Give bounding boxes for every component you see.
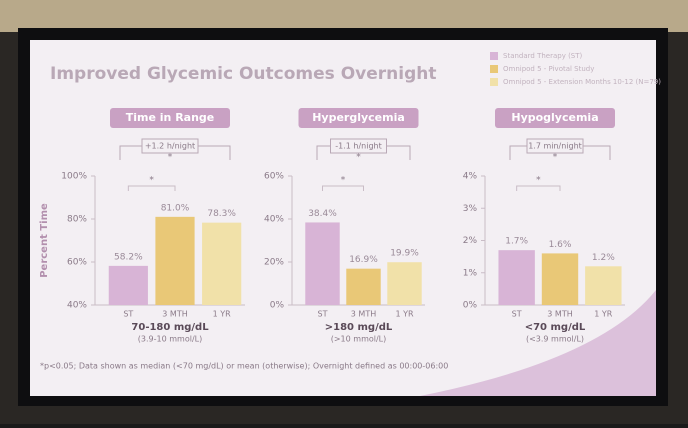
chart-title: Time in Range — [126, 111, 215, 124]
annotation-significance: * — [168, 153, 173, 163]
y-tick-label: 2% — [463, 236, 478, 246]
x-tick-label: 1 YR — [594, 310, 613, 319]
slide-title: Improved Glycemic Outcomes Overnight — [50, 64, 436, 84]
annotation-box — [141, 138, 199, 154]
bar — [387, 262, 422, 305]
value-label: 1.2% — [592, 253, 615, 263]
annotation: -1.1 h/night — [335, 142, 382, 151]
y-axis-label: Percent Time — [39, 203, 50, 278]
chart-header — [495, 108, 615, 128]
y-tick-label: 3% — [463, 204, 478, 214]
bar — [155, 216, 195, 305]
y-tick-label: 20% — [264, 258, 284, 268]
bar — [202, 222, 242, 305]
annotation-box — [330, 138, 387, 154]
significance-bracket — [516, 185, 561, 191]
y-tick-label: 60% — [264, 172, 284, 182]
x-tick-label: 1 YR — [395, 310, 414, 319]
y-tick-label: 60% — [67, 258, 87, 268]
bar — [346, 268, 381, 305]
significance-bracket — [322, 185, 364, 191]
x-axis-label: <70 mg/dL — [525, 322, 586, 333]
slide — [30, 40, 656, 396]
value-label: 38.4% — [308, 209, 337, 219]
bar — [498, 250, 535, 305]
x-axis-sublabel: (<3.9 mmol/L) — [526, 335, 584, 344]
bar — [305, 222, 340, 305]
y-tick-label: 80% — [67, 215, 87, 225]
significance: * — [341, 176, 346, 186]
slide-decoration — [420, 290, 656, 396]
value-label: 19.9% — [390, 249, 419, 259]
chart-header — [298, 108, 419, 128]
y-tick-label: 40% — [264, 215, 284, 225]
significance: * — [149, 176, 154, 186]
x-axis-label: 70-180 mg/dL — [131, 322, 209, 333]
x-tick-label: ST — [512, 310, 522, 319]
y-tick-label: 40% — [67, 301, 87, 311]
legend-label: Omnipod 5 - Extension Months 10-12 (N=79… — [503, 78, 661, 86]
value-label: 1.6% — [549, 240, 572, 250]
x-tick-label: ST — [318, 310, 328, 319]
significance: * — [536, 176, 541, 186]
x-axis-label: >180 mg/dL — [325, 322, 393, 333]
x-tick-label: ST — [123, 310, 133, 319]
value-label: 1.7% — [505, 237, 528, 247]
bar — [541, 253, 579, 305]
y-tick-label: 4% — [463, 172, 478, 182]
x-tick-label: 1 YR — [213, 310, 232, 319]
y-tick-label: 0% — [463, 301, 478, 311]
x-tick-label: 3 MTH — [547, 310, 572, 319]
annotation-significance: * — [553, 153, 558, 163]
value-label: 78.3% — [207, 209, 236, 219]
legend-swatch — [490, 52, 498, 60]
bar — [108, 265, 148, 305]
legend-label: Standard Therapy (ST) — [503, 52, 583, 60]
annotation: +1.2 h/night — [145, 142, 195, 151]
significance-bracket — [127, 185, 176, 191]
x-axis-sublabel: (3.9-10 mmol/L) — [138, 335, 202, 344]
annotation-box — [526, 138, 584, 154]
wall-top — [0, 0, 688, 32]
legend-swatch — [490, 78, 498, 86]
footnote: *p<0.05; Data shown as median (<70 mg/dL… — [40, 362, 448, 371]
bar — [585, 266, 622, 305]
annotation-significance: * — [356, 153, 361, 163]
value-label: 58.2% — [114, 252, 143, 262]
x-axis-sublabel: (>10 mmol/L) — [331, 335, 387, 344]
value-label: 81.0% — [161, 203, 190, 213]
legend-label: Omnipod 5 - Pivotal Study — [503, 65, 594, 73]
y-tick-label: 1% — [463, 268, 478, 278]
chart-header — [110, 108, 230, 128]
x-tick-label: 3 MTH — [351, 310, 376, 319]
x-tick-label: 3 MTH — [162, 310, 187, 319]
annotation: 1.7 min/night — [528, 142, 582, 151]
value-label: 16.9% — [349, 255, 378, 265]
legend-swatch — [490, 65, 498, 73]
chart-title: Hyperglycemia — [312, 111, 405, 124]
chart-title: Hypoglycemia — [511, 111, 598, 124]
y-tick-label: 0% — [270, 301, 285, 311]
y-tick-label: 100% — [61, 172, 87, 182]
